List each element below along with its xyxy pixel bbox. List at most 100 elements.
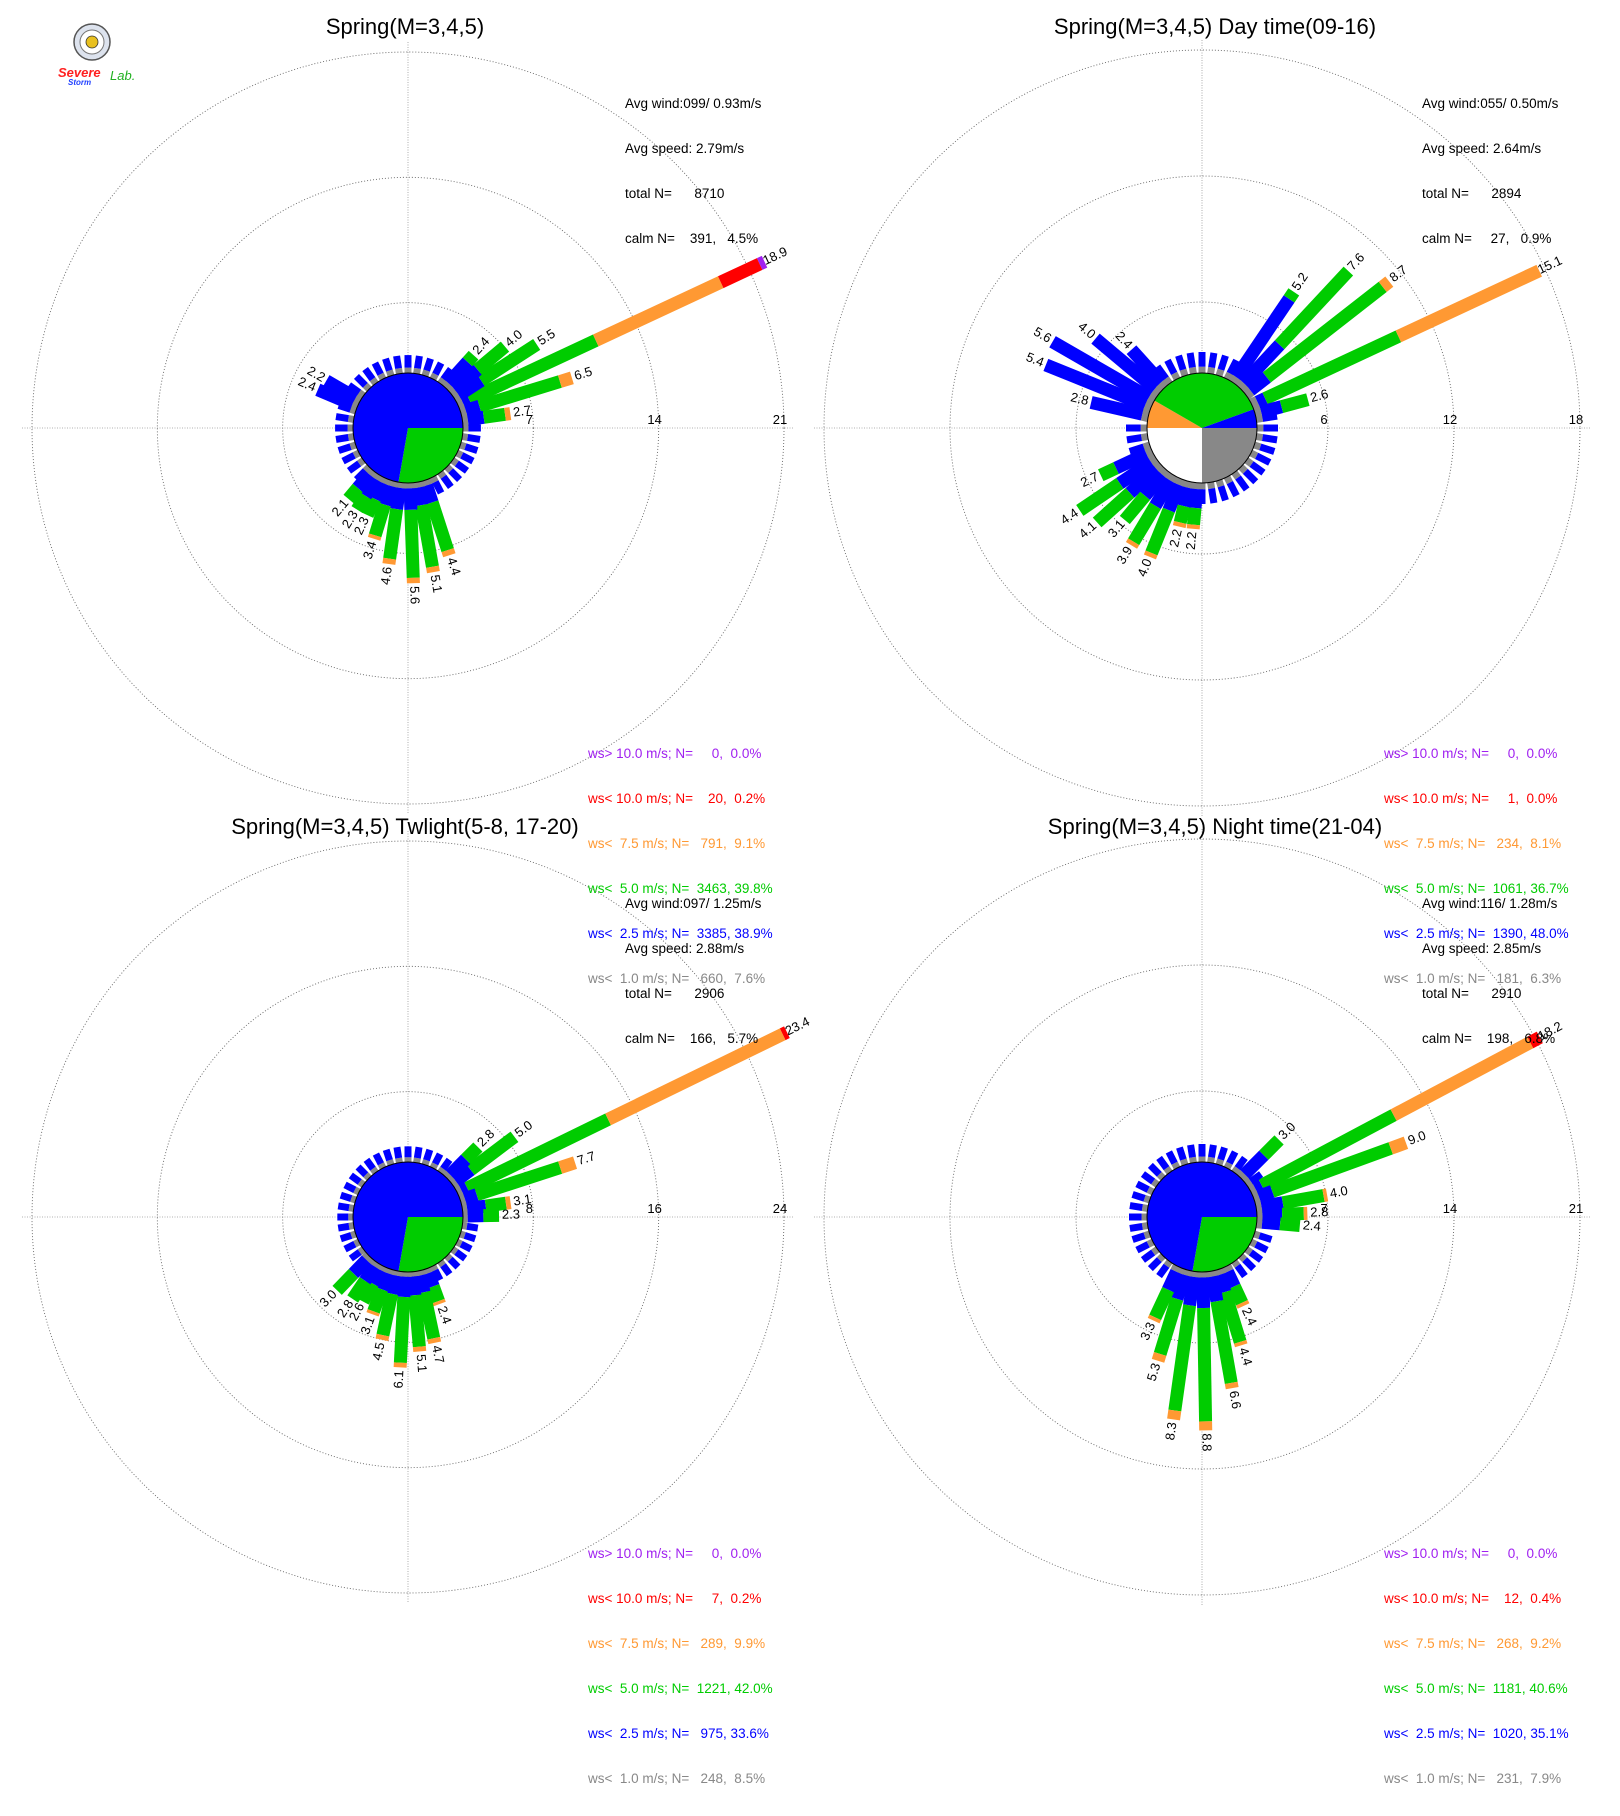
minor-bar-segment: [1141, 437, 1147, 438]
minor-bar-segment: [1211, 1157, 1212, 1162]
bar-segment: [433, 1286, 438, 1301]
minor-bar-segment: [451, 471, 460, 480]
bar-segment: [375, 1263, 378, 1267]
bar-segment: [596, 282, 721, 340]
minor-bar-segment: [365, 369, 372, 379]
bar-segment: [357, 496, 366, 510]
bar-segment: [1254, 1196, 1259, 1198]
minor-bar-segment: [417, 356, 419, 368]
minor-bar-segment: [338, 1226, 349, 1228]
total-n-text: total N= 2894: [1422, 186, 1558, 201]
bar-label: 2.4: [1239, 1305, 1260, 1328]
minor-bar-segment: [1167, 360, 1174, 373]
bar-segment: [1289, 292, 1294, 299]
bar-label: 2.2: [1166, 528, 1185, 549]
bar-segment: [1240, 1342, 1241, 1345]
bar-segment: [367, 1257, 370, 1260]
avg-speed-text: Avg speed: 2.85m/s: [1422, 941, 1557, 956]
bar-segment: [1176, 1267, 1178, 1272]
minor-bar-segment: [1234, 1168, 1237, 1172]
minor-bar-segment: [1130, 1206, 1142, 1208]
bar-label: 6.6: [1226, 1390, 1244, 1410]
bar-segment: [445, 383, 449, 387]
legend-entry: ws< 2.5 m/s; N= 975, 33.6%: [588, 1726, 773, 1741]
ring-label: 21: [1569, 1201, 1583, 1216]
bar-label: 8.7: [1386, 262, 1409, 285]
minor-bar-segment: [360, 1249, 364, 1252]
bar-segment: [1258, 399, 1266, 403]
minor-bar-segment: [348, 437, 353, 438]
bar-segment: [427, 1269, 429, 1273]
center-pie: [1147, 373, 1257, 483]
bar-label: 8.3: [1162, 1421, 1179, 1441]
minor-bar-segment: [1159, 1158, 1166, 1168]
chart-title: Spring(M=3,4,5) Day time(09-16): [810, 14, 1620, 40]
bar-segment: [396, 1271, 397, 1276]
minor-bar-segment: [1179, 1148, 1183, 1160]
minor-bar-segment: [1190, 353, 1192, 368]
minor-bar-segment: [354, 453, 359, 455]
minor-bar-segment: [1227, 477, 1230, 483]
bar-segment: [1179, 523, 1180, 527]
minor-bar-segment: [435, 482, 441, 493]
avg-speed-text: Avg speed: 2.79m/s: [625, 141, 761, 156]
minor-bar-segment: [1241, 467, 1245, 471]
minor-bar-segment: [390, 1160, 391, 1164]
bar-segment: [1391, 1143, 1406, 1149]
minor-bar-segment: [1221, 486, 1226, 500]
ring-label: 18: [1569, 412, 1583, 427]
minor-bar-segment: [1166, 378, 1170, 383]
minor-bar-segment: [1246, 1181, 1250, 1184]
bar-segment: [1194, 508, 1195, 525]
legend-entry: ws< 5.0 m/s; N= 1181, 40.6%: [1384, 1681, 1569, 1696]
bar-segment: [374, 535, 375, 538]
minor-bar-segment: [1179, 356, 1184, 370]
bar-segment: [400, 1297, 403, 1363]
ring-label: 16: [647, 1201, 661, 1216]
minor-bar-segment: [351, 1199, 355, 1200]
minor-bar-segment: [1238, 1266, 1245, 1276]
minor-bar-segment: [461, 1244, 471, 1249]
minor-bar-segment: [1191, 1145, 1193, 1157]
bar-segment: [373, 1311, 374, 1314]
minor-bar-segment: [460, 1234, 464, 1235]
calm-n-text: calm N= 27, 0.9%: [1422, 231, 1558, 246]
bar-label: 9.0: [1406, 1128, 1428, 1148]
minor-bar-segment: [1227, 1163, 1229, 1168]
minor-bar-segment: [397, 356, 399, 368]
avg-wind-text: Avg wind:055/ 0.50m/s: [1422, 96, 1558, 111]
minor-bar-segment: [1127, 438, 1142, 440]
bar-segment: [468, 355, 474, 362]
minor-bar-segment: [1142, 1226, 1147, 1227]
bar-segment: [466, 406, 480, 410]
bar-label: 5.0: [512, 1117, 535, 1140]
bar-segment: [448, 550, 450, 555]
minor-bar-segment: [450, 1259, 458, 1267]
minor-bar-segment: [376, 1154, 381, 1164]
minor-bar-segment: [373, 1169, 376, 1173]
legend-entry: ws< 1.0 m/s; N= 231, 7.9%: [1384, 1771, 1569, 1786]
minor-bar-segment: [1252, 464, 1264, 473]
bar-label: 4.0: [1328, 1183, 1348, 1201]
bar-segment: [1184, 488, 1188, 506]
minor-bar-segment: [1169, 1152, 1175, 1163]
bar-segment: [1242, 1303, 1244, 1306]
minor-bar-segment: [1183, 1160, 1185, 1165]
minor-bar-segment: [349, 1208, 354, 1209]
minor-bar-segment: [1256, 1244, 1267, 1250]
bar-segment: [560, 1163, 575, 1168]
minor-bar-segment: [457, 1242, 461, 1244]
minor-bar-segment: [1246, 1249, 1250, 1252]
center-pie: [353, 1162, 463, 1272]
minor-bar-segment: [1241, 1256, 1245, 1260]
minor-bar-segment: [1251, 453, 1257, 456]
minor-bar-segment: [360, 1182, 364, 1185]
minor-bar-segment: [1143, 1174, 1153, 1181]
bar-label: 5.3: [1144, 1361, 1164, 1383]
minor-bar-segment: [1263, 438, 1278, 440]
bar-label: 6.1: [390, 1370, 406, 1389]
minor-bar-segment: [1153, 1181, 1157, 1184]
bar-segment: [1158, 1354, 1160, 1361]
